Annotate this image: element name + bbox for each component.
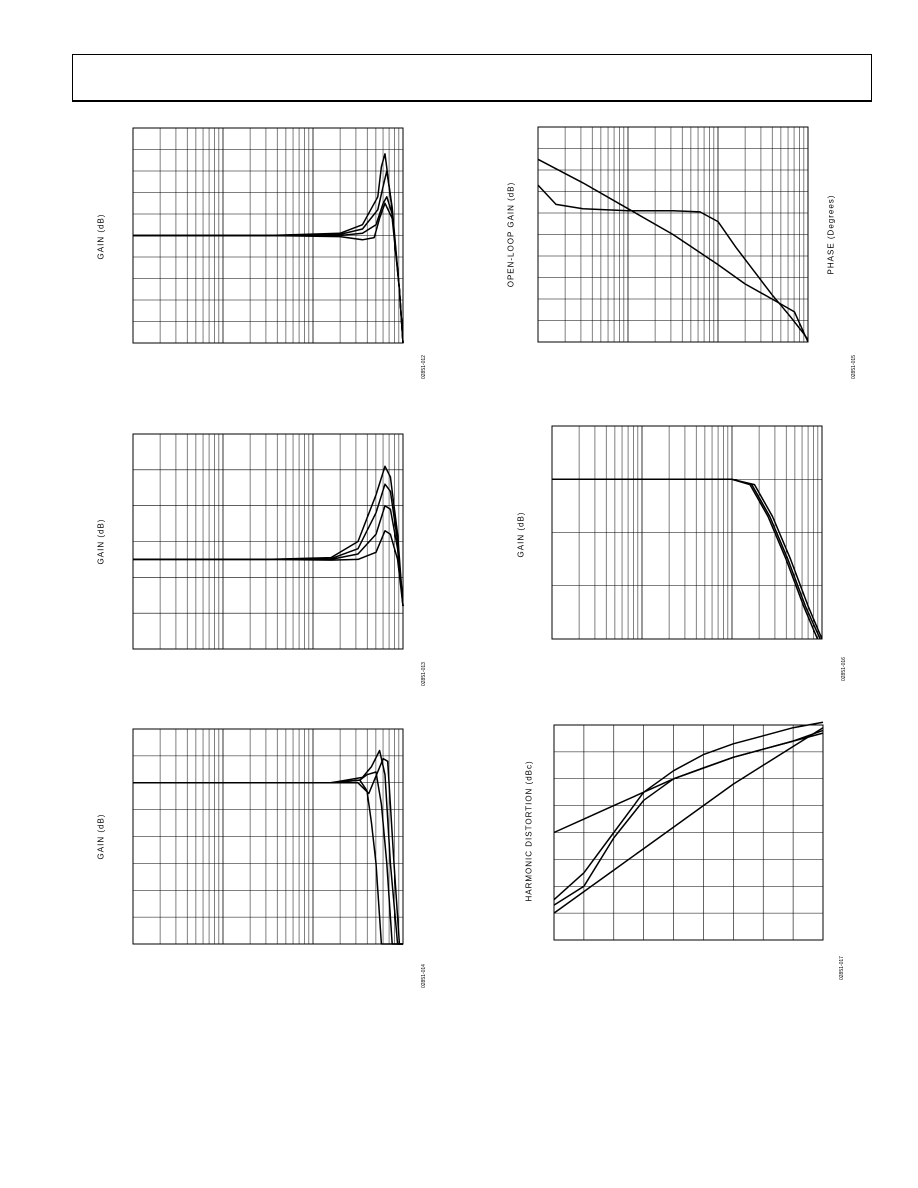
grid	[132, 433, 404, 650]
series-line-2	[552, 478, 821, 640]
grid	[551, 425, 823, 640]
series-line-3	[133, 196, 404, 344]
chart-5-figure-id: 02851-016	[841, 657, 847, 681]
chart-5-ylabel: GAIN (dB)	[516, 511, 526, 558]
chart-2-ylabel: GAIN (dB)	[96, 518, 106, 565]
plot-frame	[132, 728, 404, 945]
chart-1-figure-id: 02851-012	[421, 355, 427, 379]
grid	[537, 126, 809, 343]
series-line-1	[537, 158, 809, 343]
series-line-4	[133, 757, 403, 945]
series-line-4	[133, 202, 404, 344]
series-line-1	[553, 732, 824, 834]
series-line-2	[553, 729, 824, 906]
chart-3-figure-id: 02851-014	[421, 964, 427, 988]
gain-chart-5	[551, 425, 823, 640]
series-line-4	[553, 727, 824, 914]
gain-chart-3	[132, 728, 404, 945]
series-line-1	[133, 465, 404, 607]
series-line-4	[133, 530, 404, 607]
chart-6-figure-id: 02851-017	[839, 956, 845, 980]
chart-4-figure-id: 02851-015	[851, 355, 857, 379]
series-line-3	[553, 721, 824, 901]
series-line-3	[552, 478, 823, 640]
chart-1-ylabel: GAIN (dB)	[96, 213, 106, 260]
series-line-2	[133, 771, 403, 945]
series-line-3	[133, 504, 404, 607]
plot-frame	[132, 433, 404, 650]
plot-frame	[537, 126, 809, 343]
chart-4-ylabel2: PHASE (Degrees)	[826, 194, 836, 275]
series-line-1	[133, 779, 403, 945]
page-header-box	[72, 54, 872, 102]
chart-4-ylabel: OPEN-LOOP GAIN (dB)	[506, 181, 516, 288]
gain-chart-1	[132, 127, 404, 344]
grid	[553, 724, 824, 941]
gain-chart-2	[132, 433, 404, 650]
open-loop-gain-phase-chart	[537, 126, 809, 343]
chart-3-ylabel: GAIN (dB)	[96, 813, 106, 860]
series-line-2	[537, 184, 809, 341]
chart-6-ylabel: HARMONIC DISTORTION (dBc)	[524, 760, 534, 902]
series-line-3	[133, 749, 403, 945]
chart-2-figure-id: 02851-013	[421, 662, 427, 686]
plot-frame	[551, 425, 823, 640]
grid	[132, 728, 404, 945]
harmonic-distortion-chart	[553, 721, 824, 941]
series-line-1	[133, 153, 404, 344]
series-line-2	[133, 483, 404, 607]
